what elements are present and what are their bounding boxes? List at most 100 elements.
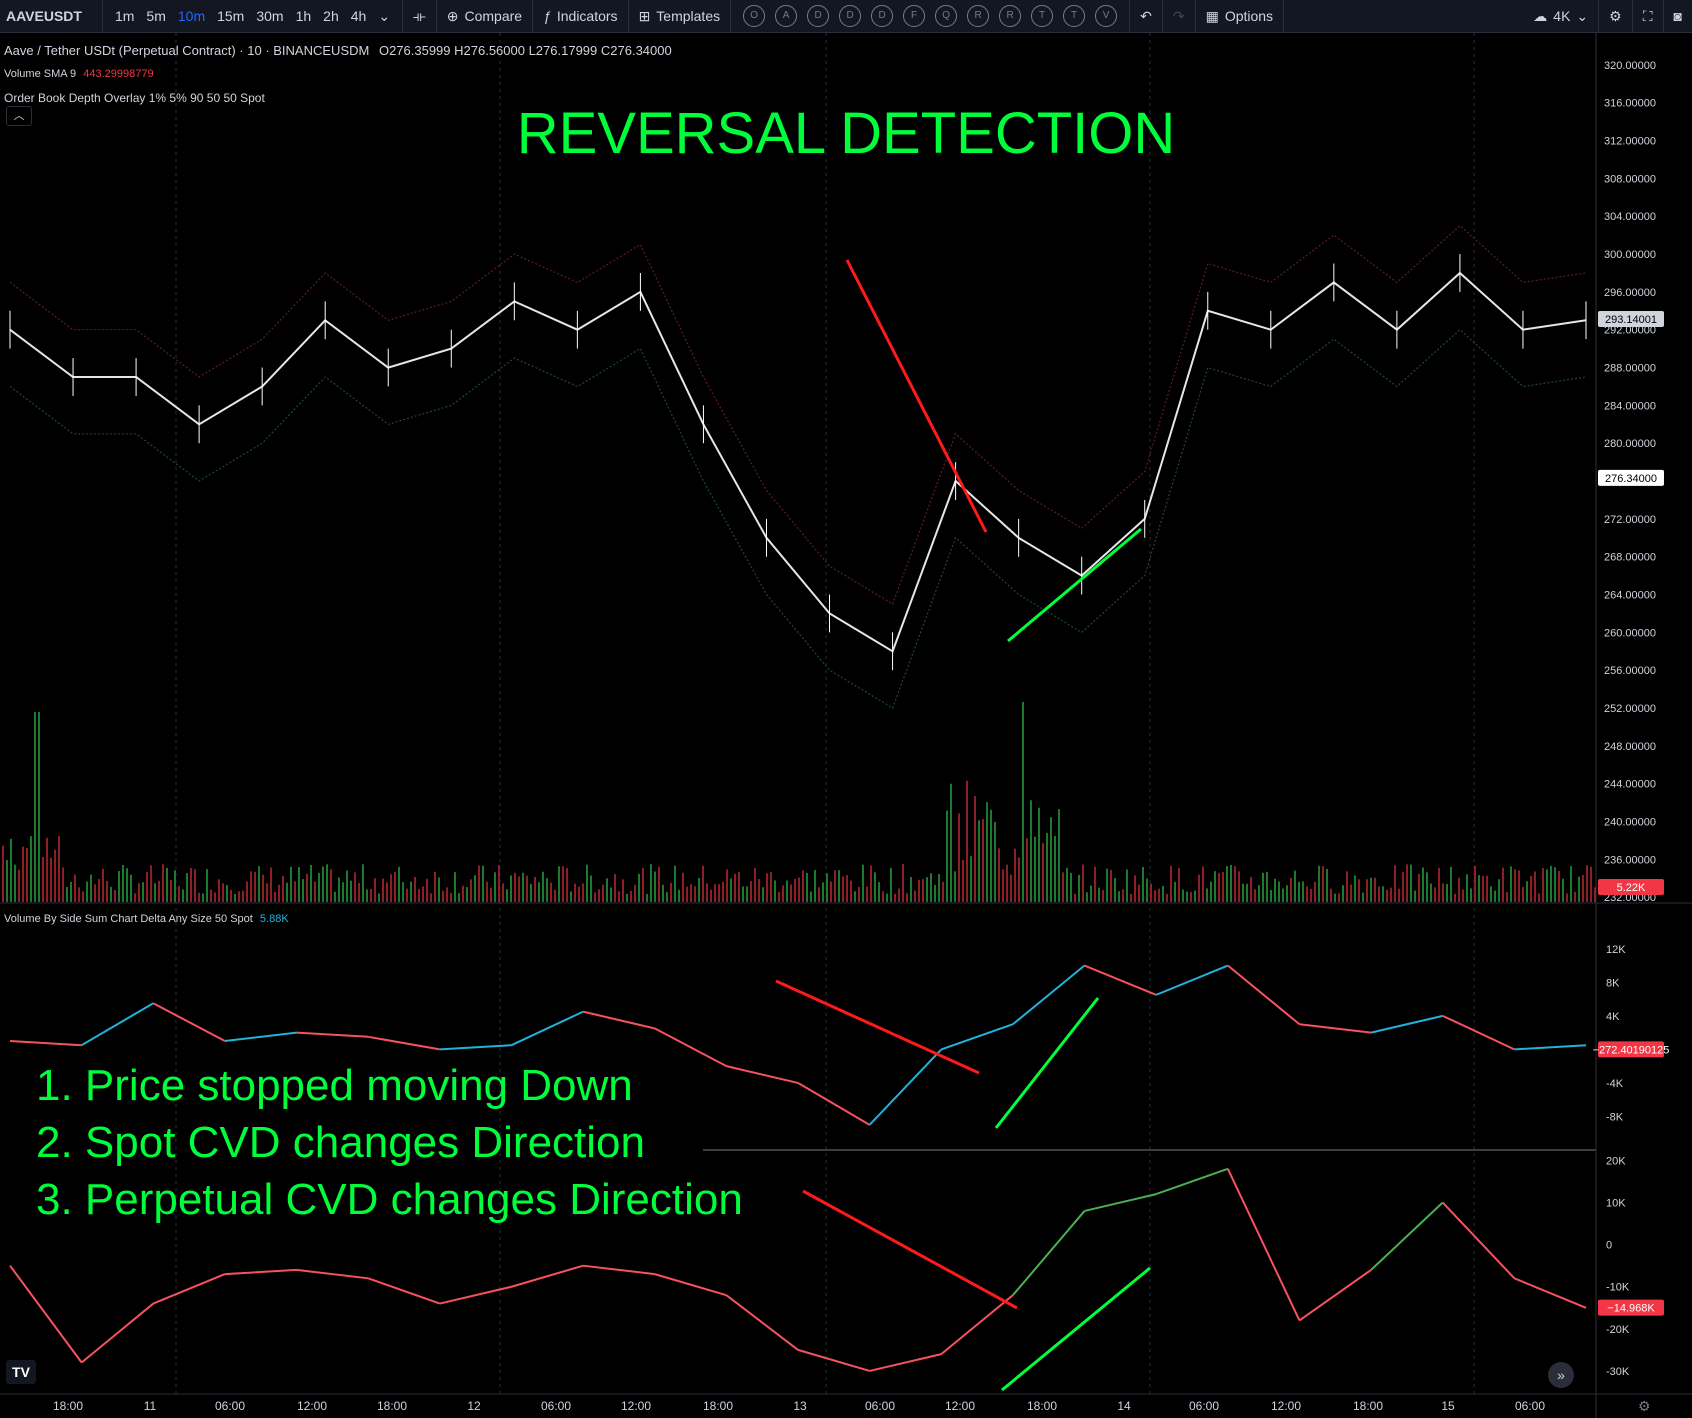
volume-bar [942, 881, 944, 902]
volume-bar [486, 881, 488, 902]
volume-bar [1306, 886, 1308, 902]
price-tick-22: 232.00000 [1604, 892, 1656, 904]
shortcut-circle-0[interactable]: O [743, 5, 766, 27]
compare-button[interactable]: ⊕ Compare [437, 0, 534, 32]
volume-bar [1474, 865, 1476, 902]
volume-bar [194, 869, 196, 902]
timeframe-chevron-icon[interactable]: ⌄ [378, 7, 391, 24]
collapse-legend-button[interactable]: ︿ [6, 106, 32, 126]
volume-bar [154, 883, 156, 902]
shortcut-circle-3[interactable]: D [839, 5, 862, 27]
cvd-segment [81, 1002, 154, 1047]
tradingview-logo[interactable]: TV [6, 1360, 36, 1384]
timeframe-1m[interactable]: 1m [114, 8, 135, 24]
shortcut-circle-10[interactable]: T [1063, 5, 1086, 27]
cvd-tick-4: -8K [1606, 1111, 1624, 1123]
chart-canvas[interactable]: 18:00 11 06:00 12:00 18:00 12 06:00 12:00 18:00 1… [0, 33, 1692, 1418]
scroll-to-realtime-button[interactable]: » [1548, 1362, 1574, 1388]
timeframe-10m[interactable]: 10m [177, 8, 206, 24]
volume-bar [1438, 867, 1440, 902]
shortcut-circle-4[interactable]: D [871, 5, 894, 27]
volume-bar [1266, 871, 1268, 902]
bar-style-button[interactable]: ⟛ [403, 0, 437, 32]
volume-bar [1286, 885, 1288, 902]
templates-button[interactable]: ⊞ Templates [629, 0, 732, 32]
volume-bar [730, 878, 732, 902]
cvd-segment [654, 1027, 727, 1068]
volume-bar [770, 872, 772, 902]
timeframe-1h[interactable]: 1h [295, 8, 312, 24]
quality-button[interactable]: ☁ 4K ⌄ [1523, 0, 1600, 32]
shortcut-circle-7[interactable]: R [967, 5, 990, 27]
volume-bar [1282, 888, 1284, 902]
volume-bar [1022, 702, 1024, 902]
volume-bar [1570, 866, 1572, 902]
volume-bar [170, 879, 172, 902]
undo-button[interactable]: ↶ [1130, 0, 1163, 32]
timeframe-5m[interactable]: 5m [146, 8, 166, 24]
volume-bar [630, 891, 632, 902]
volume-bar [1518, 870, 1520, 902]
volume-bar [1422, 867, 1424, 902]
timeframe-4h[interactable]: 4h [350, 8, 367, 24]
symbol-search[interactable]: AAVEUSDT [0, 0, 103, 32]
volume-bar [582, 883, 584, 902]
volume-bar [822, 882, 824, 902]
volume-bar [970, 856, 972, 902]
legend-ohlc: O276.35999 H276.56000 L276.17999 C276.34… [378, 43, 672, 58]
volume-bar [1270, 889, 1272, 902]
volume-bar [1194, 890, 1196, 902]
volume-bar [994, 821, 996, 902]
volume-bar [218, 879, 220, 902]
volume-bar [526, 875, 528, 902]
volume-bar [1490, 886, 1492, 902]
time-tick-4: 18:00 [377, 1399, 407, 1413]
perp-tick-3: -10K [1606, 1282, 1630, 1294]
volume-bar [1094, 866, 1096, 902]
fullscreen-button[interactable]: ⛶ [1633, 0, 1664, 32]
perp-tag: −14.968K [1607, 1303, 1655, 1315]
volume-bar [386, 882, 388, 902]
volume-bar [698, 878, 700, 902]
volume-bar [62, 867, 64, 902]
volume-bar [1098, 887, 1100, 902]
settings-button[interactable]: ⚙ [1599, 0, 1633, 32]
volume-bar [22, 846, 24, 902]
shortcut-circle-5[interactable]: F [903, 5, 926, 27]
volume-bar [234, 893, 236, 902]
shortcut-circle-9[interactable]: T [1031, 5, 1054, 27]
shortcut-circle-6[interactable]: Q [935, 5, 958, 27]
volume-bar [1522, 887, 1524, 902]
volume-bar [586, 864, 588, 902]
options-button[interactable]: ▦ Options [1196, 0, 1285, 32]
volume-bar [350, 880, 352, 902]
timeframe-30m[interactable]: 30m [256, 8, 284, 24]
shortcut-circle-2[interactable]: D [807, 5, 830, 27]
indicators-button[interactable]: ƒ Indicators [533, 0, 629, 32]
price-tick-3: 308.00000 [1604, 173, 1656, 185]
volume-bar [490, 887, 492, 902]
timeframe-2h[interactable]: 2h [323, 8, 339, 24]
shortcut-circle-1[interactable]: A [775, 5, 798, 27]
volume-bar [990, 809, 992, 902]
snapshot-button[interactable]: ◙ [1664, 0, 1692, 32]
timeframe-15m[interactable]: 15m [217, 8, 245, 24]
volume-bar [702, 865, 704, 902]
redo-button[interactable]: ↷ [1163, 0, 1196, 32]
axis-settings-icon[interactable]: ⚙ [1638, 1398, 1651, 1414]
volume-bar [1234, 866, 1236, 902]
volume-bar [1102, 889, 1104, 902]
volume-bar [958, 813, 960, 902]
price-tick-10: 280.00000 [1604, 438, 1656, 450]
volume-bar [1026, 838, 1028, 902]
volume-bar [914, 890, 916, 902]
volume-bar [1562, 878, 1564, 902]
volume-bar [1226, 866, 1228, 902]
shortcut-circle-11[interactable]: V [1095, 5, 1118, 27]
volume-bar [1002, 869, 1004, 902]
shortcut-circle-8[interactable]: R [999, 5, 1022, 27]
volume-bar [338, 877, 340, 902]
perp-segment [869, 1353, 942, 1372]
volume-bar [1390, 887, 1392, 902]
volume-bar [230, 889, 232, 902]
